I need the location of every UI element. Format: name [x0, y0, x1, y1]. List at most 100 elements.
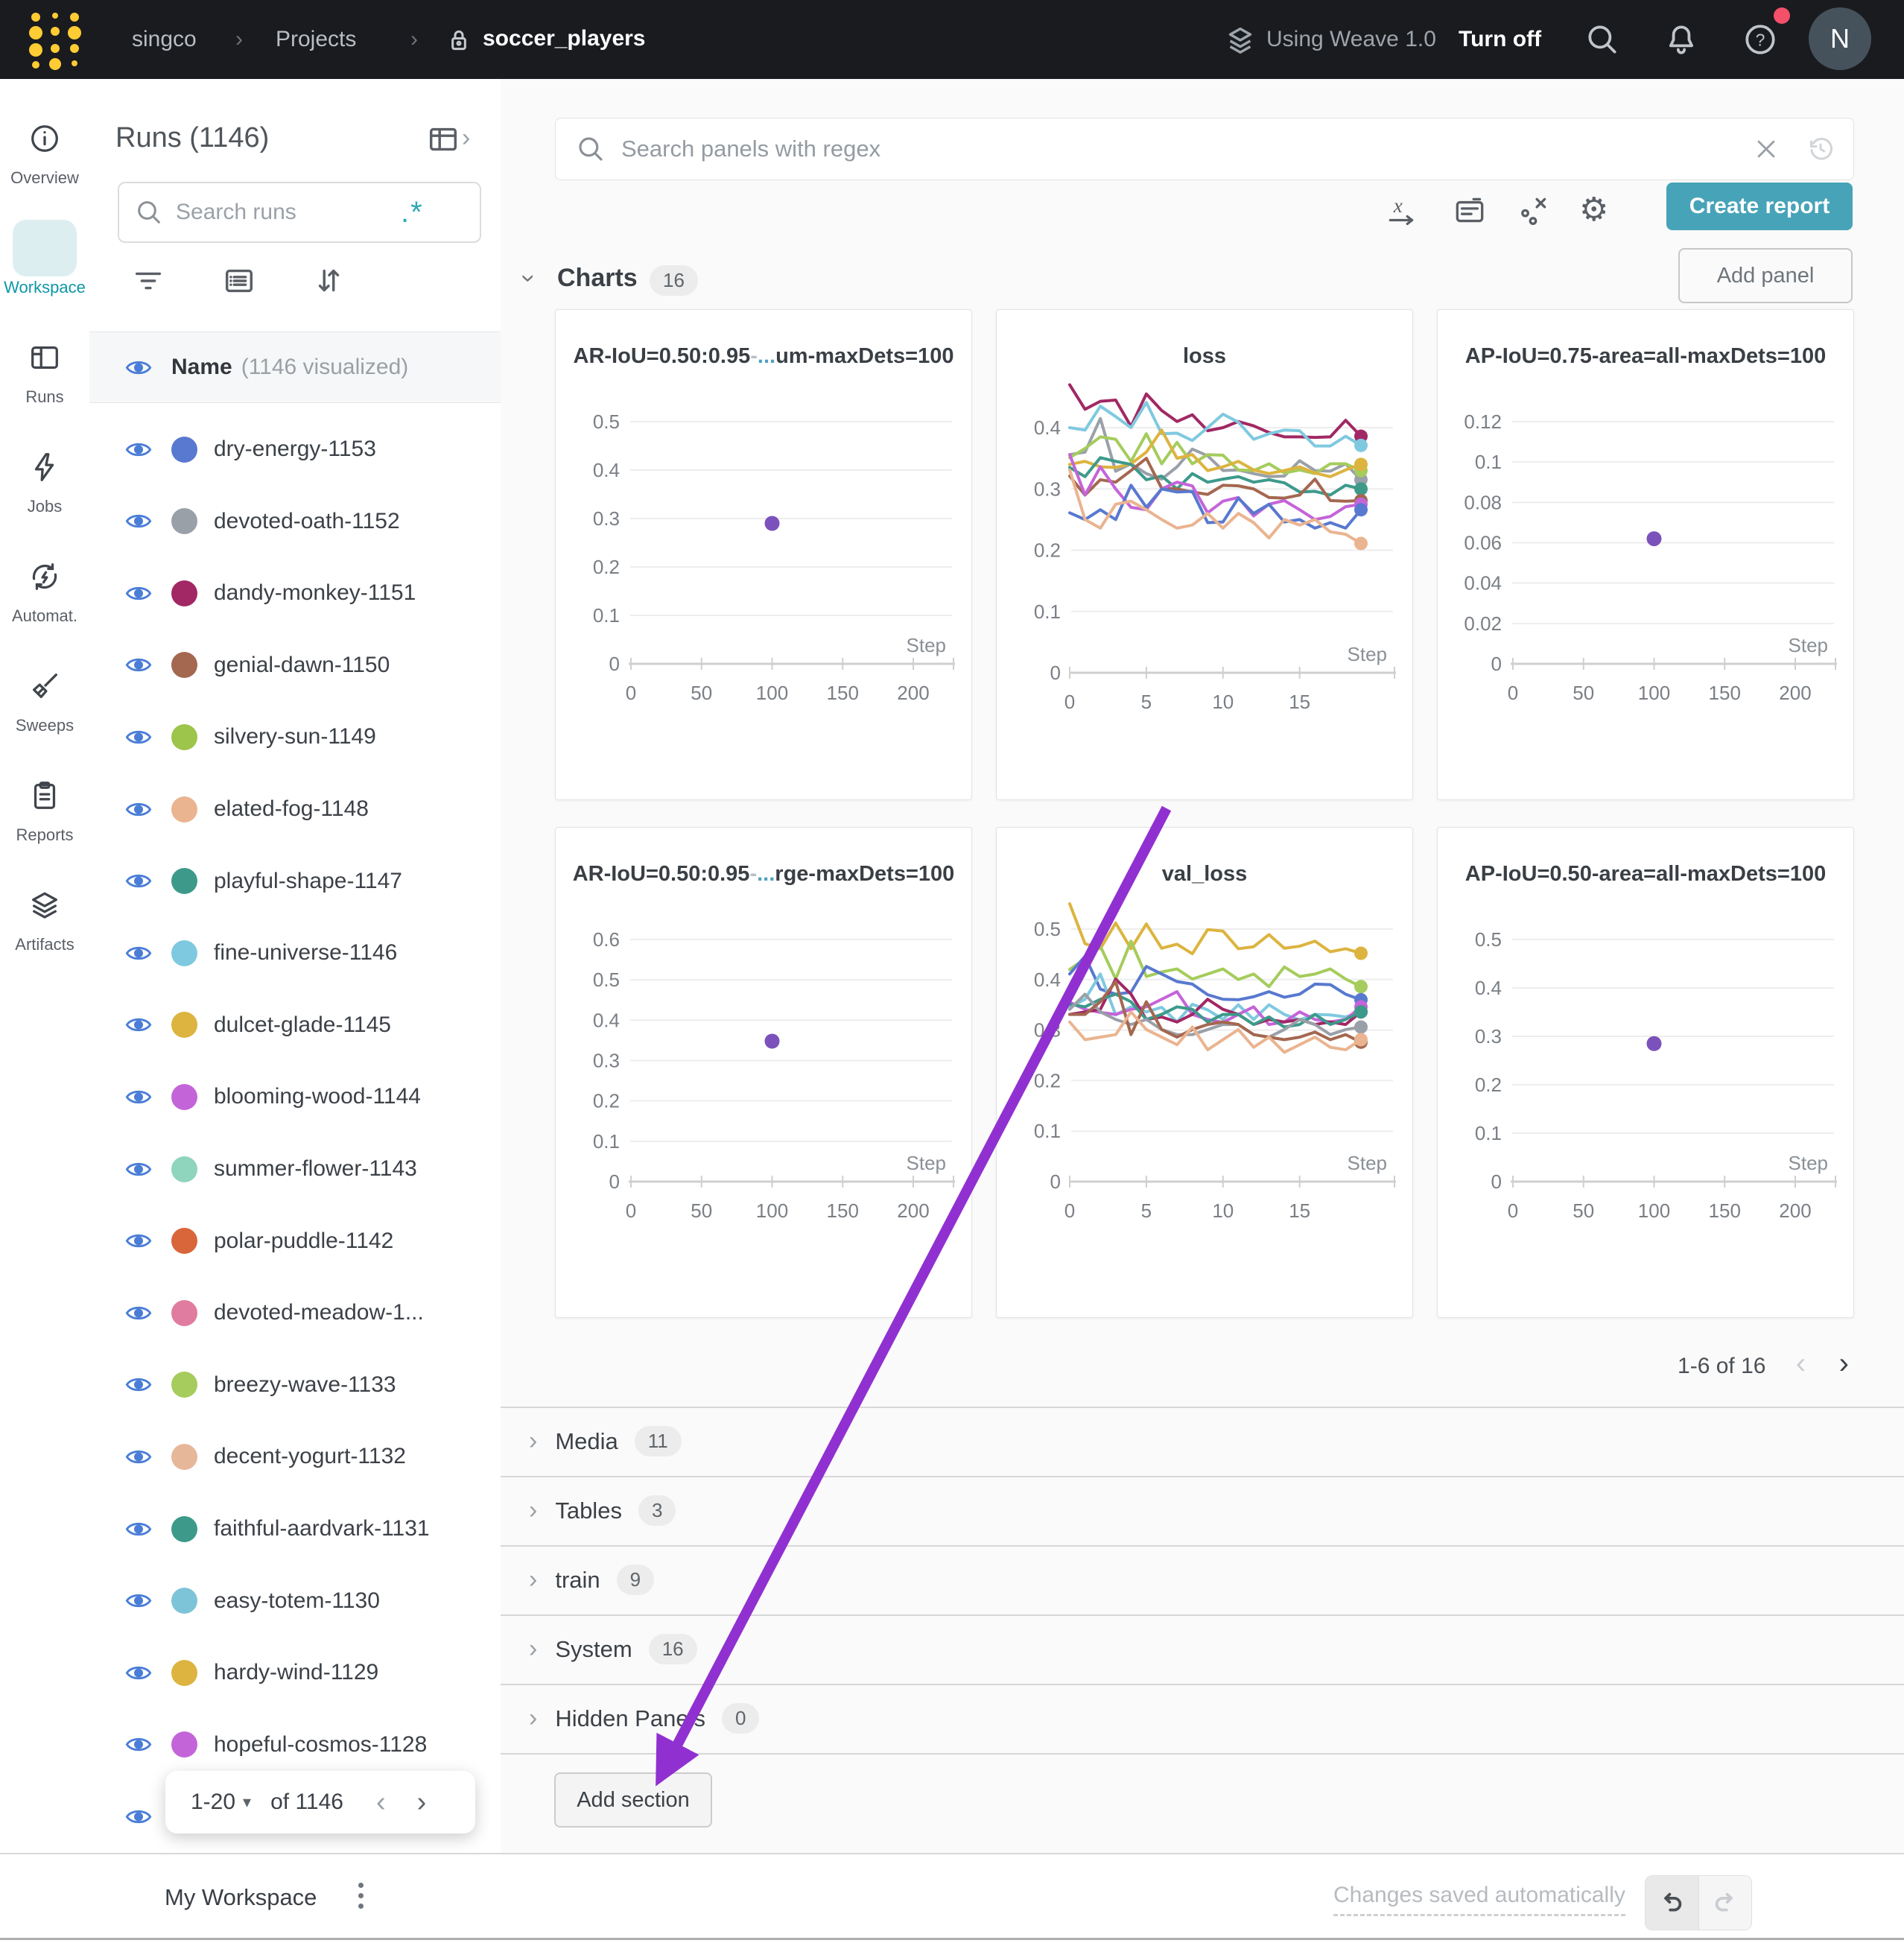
expand-runs-table-icon[interactable]: › [462, 124, 471, 152]
outliers-icon[interactable] [1515, 192, 1552, 229]
charts-section-label[interactable]: Charts [557, 264, 638, 292]
runs-name-header[interactable]: Name (1146 visualized) [89, 332, 501, 403]
run-name[interactable]: silvery-sun-1149 [214, 724, 376, 749]
prev-page-icon[interactable]: ‹ [375, 1786, 386, 1818]
run-name[interactable]: fine-universe-1146 [214, 940, 398, 966]
sidebar-item-runs[interactable]: Runs [0, 329, 89, 407]
sidebar-item-artifacts[interactable]: Artifacts [0, 877, 89, 954]
run-name[interactable]: easy-totem-1130 [214, 1588, 380, 1613]
section-row-train[interactable]: › train 9 [501, 1545, 1904, 1614]
eye-visible-icon[interactable] [125, 511, 152, 531]
run-row[interactable]: summer-flower-1143 [89, 1133, 501, 1205]
search-history-icon[interactable] [1806, 134, 1835, 164]
eye-visible-icon[interactable] [125, 1447, 152, 1467]
run-name[interactable]: dulcet-glade-1145 [214, 1012, 391, 1037]
run-row[interactable]: easy-totem-1130 [89, 1565, 501, 1637]
run-row[interactable]: hardy-wind-1129 [89, 1637, 501, 1708]
run-row[interactable]: fine-universe-1146 [89, 917, 501, 989]
run-row[interactable]: dry-energy-1153 [89, 413, 501, 485]
chart-panel[interactable]: val_loss 0.5 0.4 0.3 0.2 0.1 0 0 5 10 15 Step [996, 827, 1413, 1318]
next-page-icon[interactable]: › [416, 1786, 427, 1818]
create-report-button[interactable]: Create report [1666, 183, 1853, 230]
run-row[interactable]: silvery-sun-1149 [89, 701, 501, 773]
help-icon[interactable]: ? [1742, 21, 1779, 58]
charts-prev-icon[interactable]: ‹ [1795, 1347, 1806, 1380]
eye-visible-icon[interactable] [125, 1087, 152, 1107]
sort-icon[interactable] [311, 264, 346, 298]
sidebar-item-sweeps[interactable]: Sweeps [0, 658, 89, 735]
eye-visible-icon[interactable] [125, 583, 152, 603]
run-row[interactable]: faithful-aardvark-1131 [89, 1493, 501, 1565]
eye-visible-icon[interactable] [125, 943, 152, 963]
runs-search-input[interactable] [174, 199, 401, 226]
eye-visible-icon[interactable] [125, 1303, 152, 1323]
run-name[interactable]: elated-fog-1148 [214, 796, 369, 821]
run-row[interactable]: decent-yogurt-1132 [89, 1421, 501, 1492]
run-name[interactable]: playful-shape-1147 [214, 868, 402, 893]
run-row[interactable]: dandy-monkey-1151 [89, 557, 501, 629]
eye-visible-icon[interactable] [125, 358, 152, 378]
filter-icon[interactable] [131, 264, 165, 298]
runs-table-icon[interactable] [426, 122, 460, 156]
breadcrumb-projects[interactable]: Projects [276, 27, 357, 51]
eye-visible-icon[interactable] [125, 1663, 152, 1683]
group-icon[interactable] [222, 264, 256, 298]
eye-visible-icon[interactable] [125, 727, 152, 747]
avatar[interactable]: N [1809, 7, 1871, 70]
notifications-bell-icon[interactable] [1663, 21, 1700, 58]
settings-gear-icon[interactable]: ⚙ [1579, 191, 1609, 228]
chart-panel[interactable]: AP-IoU=0.50-area=all-maxDets=100 0.5 0.4 0.… [1437, 827, 1854, 1318]
eye-visible-icon[interactable] [125, 1591, 152, 1611]
add-section-button[interactable]: Add section [554, 1772, 712, 1828]
undo-icon[interactable] [1646, 1876, 1698, 1930]
section-row-media[interactable]: › Media 11 [501, 1407, 1904, 1476]
chevron-right-icon[interactable]: › [529, 1496, 538, 1524]
chart-panel[interactable]: AR-IoU=0.50:0.95-...rge-maxDets=100 0.6 0.… [555, 827, 972, 1318]
eye-visible-icon[interactable] [125, 1231, 152, 1251]
eye-visible-icon[interactable] [125, 871, 152, 891]
run-name[interactable]: dandy-monkey-1151 [214, 580, 416, 606]
run-name[interactable]: hopeful-cosmos-1128 [214, 1731, 428, 1757]
run-row[interactable]: polar-puddle-1142 [89, 1205, 501, 1277]
section-row-tables[interactable]: › Tables 3 [501, 1476, 1904, 1545]
run-row[interactable]: devoted-meadow-1... [89, 1277, 501, 1348]
panel-search-input[interactable] [620, 135, 1754, 163]
eye-visible-icon[interactable] [125, 799, 152, 820]
run-name[interactable]: breezy-wave-1133 [214, 1372, 396, 1397]
add-panel-button[interactable]: Add panel [1678, 248, 1853, 303]
run-name[interactable]: summer-flower-1143 [214, 1156, 417, 1181]
eye-visible-icon[interactable] [125, 1015, 152, 1035]
clear-search-icon[interactable] [1754, 136, 1779, 162]
section-row-system[interactable]: › System 16 [501, 1614, 1904, 1684]
eye-visible-icon[interactable] [125, 1807, 152, 1827]
chevron-right-icon[interactable]: › [529, 1427, 538, 1455]
eye-visible-icon[interactable] [125, 1519, 152, 1539]
run-row[interactable]: elated-fog-1148 [89, 773, 501, 845]
eye-visible-icon[interactable] [125, 1159, 152, 1179]
run-name[interactable]: genial-dawn-1150 [214, 652, 390, 677]
x-axis-settings-icon[interactable]: x [1384, 192, 1421, 229]
caret-down-icon[interactable]: ▾ [243, 1793, 252, 1811]
eye-visible-icon[interactable] [125, 1734, 152, 1755]
run-row[interactable]: devoted-oath-1152 [89, 486, 501, 557]
chevron-right-icon[interactable]: › [529, 1565, 538, 1594]
run-name[interactable]: polar-puddle-1142 [214, 1228, 394, 1253]
run-row[interactable]: dulcet-glade-1145 [89, 989, 501, 1061]
eye-visible-icon[interactable] [125, 1375, 152, 1395]
run-row[interactable]: genial-dawn-1150 [89, 630, 501, 701]
run-name[interactable]: hardy-wind-1129 [214, 1660, 379, 1685]
run-name[interactable]: dry-energy-1153 [214, 437, 376, 461]
chart-panel[interactable]: AR-IoU=0.50:0.95-...um-maxDets=100 0.5 0.4… [555, 309, 972, 800]
eye-visible-icon[interactable] [125, 440, 152, 460]
workspace-name[interactable]: My Workspace [165, 1884, 317, 1910]
run-name[interactable]: devoted-meadow-1... [214, 1300, 424, 1325]
run-name[interactable]: faithful-aardvark-1131 [214, 1516, 430, 1541]
weave-turn-off-button[interactable]: Turn off [1459, 27, 1542, 51]
run-row[interactable]: hopeful-cosmos-1128 [89, 1709, 501, 1781]
chart-panel[interactable]: loss 0.4 0.3 0.2 0.1 0 0 5 10 15 Step [996, 309, 1413, 800]
run-row[interactable]: blooming-wood-1144 [89, 1061, 501, 1132]
run-name[interactable]: devoted-oath-1152 [214, 508, 400, 533]
sidebar-item-workspace[interactable]: Workspace [0, 220, 89, 297]
sidebar-item-jobs[interactable]: Jobs [0, 439, 89, 516]
regex-toggle-icon[interactable]: .* [401, 195, 424, 229]
